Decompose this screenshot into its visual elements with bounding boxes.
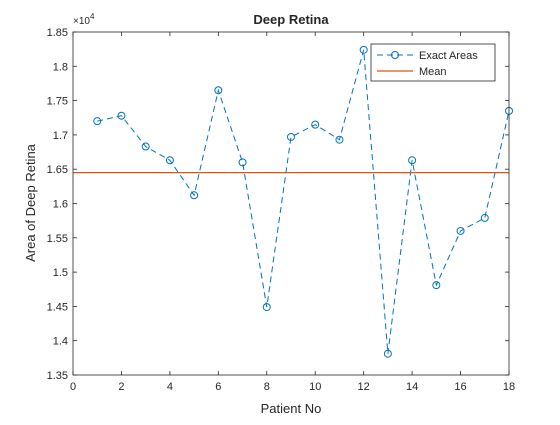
x-tick-label: 2 — [118, 381, 124, 393]
data-point-exact-areas — [408, 156, 417, 165]
y-tick-label: 1.85 — [47, 27, 68, 39]
y-tick-label: 1.6 — [53, 199, 68, 211]
y-tick-label: 1.65 — [47, 164, 68, 176]
data-point-exact-areas — [359, 45, 368, 54]
data-point-exact-areas — [141, 142, 150, 151]
y-tick-label: 1.5 — [53, 267, 68, 279]
y-tick-label: 1.75 — [47, 96, 68, 108]
data-point-exact-areas — [165, 156, 174, 165]
y-axis-label: Area of Deep Retina — [23, 143, 38, 262]
y-tick-label: 1.45 — [47, 301, 68, 313]
x-tick-label: 12 — [358, 381, 370, 393]
y-tick-label: 1.8 — [53, 61, 68, 73]
y-tick-label: 1.55 — [47, 233, 68, 245]
data-point-exact-areas — [383, 349, 392, 358]
x-tick-label: 18 — [503, 381, 515, 393]
y-tick-label: 1.7 — [53, 130, 68, 142]
data-point-exact-areas — [190, 191, 199, 200]
data-point-exact-areas — [93, 117, 102, 126]
legend-label-mean: Mean — [419, 66, 447, 78]
data-point-exact-areas — [117, 111, 126, 120]
legend-box — [370, 43, 496, 82]
data-point-exact-areas — [238, 158, 247, 167]
series-line-exact-areas — [97, 49, 510, 354]
data-point-exact-areas — [287, 132, 295, 141]
x-tick-label: 10 — [309, 381, 321, 393]
data-point-exact-areas — [456, 226, 465, 235]
legend: Exact Areas Mean — [370, 43, 496, 82]
legend-marker-exact-areas — [391, 51, 399, 59]
x-tick-label: 8 — [264, 381, 270, 393]
data-point-exact-areas — [432, 281, 441, 290]
chart-title: Deep Retina — [253, 12, 329, 27]
data-point-exact-areas — [214, 86, 223, 95]
data-point-exact-areas — [480, 213, 489, 222]
y-exponent-label: ×104 — [73, 12, 95, 27]
x-tick-label: 0 — [70, 381, 76, 393]
x-tick-label: 14 — [406, 381, 418, 393]
data-point-exact-areas — [335, 135, 344, 144]
x-tick-label: 16 — [454, 381, 466, 393]
y-tick-label: 1.4 — [53, 336, 68, 348]
y-tick-label: 1.35 — [47, 370, 68, 382]
data-point-exact-areas — [262, 303, 271, 312]
x-axis-label: Patient No — [261, 401, 322, 416]
x-tick-label: 4 — [167, 381, 173, 393]
x-tick-label: 6 — [215, 381, 221, 393]
y-exponent-power: 4 — [90, 12, 95, 21]
legend-label-exact-areas: Exact Areas — [419, 50, 478, 62]
axes-background — [73, 32, 509, 375]
data-point-exact-areas — [311, 120, 320, 129]
